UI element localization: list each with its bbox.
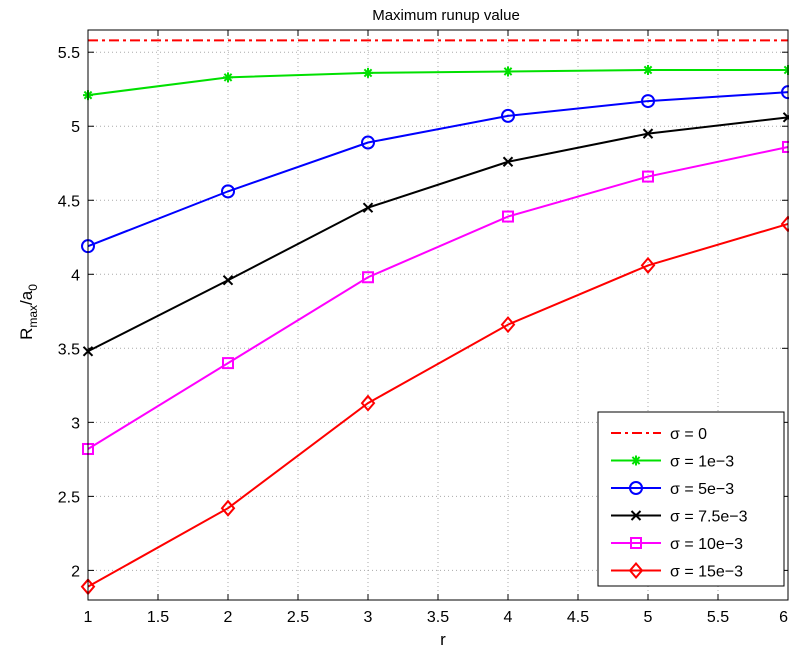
data-point-star (503, 66, 513, 77)
data-point-star (631, 455, 641, 466)
y-tick-label: 2 (71, 563, 80, 580)
data-point-diamond (360, 394, 376, 412)
y-tick-label: 5 (71, 119, 80, 136)
y-label-main: R (17, 328, 36, 340)
data-point-diamond (500, 316, 516, 334)
legend-label: σ = 7.5e−3 (670, 509, 748, 526)
data-point-square (642, 170, 654, 183)
legend-box (597, 411, 785, 587)
y-label-sub-max: max (26, 305, 40, 328)
data-point-x (630, 510, 642, 521)
series-line (87, 145, 789, 450)
y-tick-label: 5.5 (58, 45, 80, 62)
data-point-star (223, 72, 233, 83)
data-point-x (362, 202, 374, 213)
legend-label: σ = 10e−3 (670, 536, 743, 553)
x-tick-label: 2 (224, 609, 233, 626)
x-tick-label: 6 (779, 609, 788, 626)
y-axis-label: Rmax/a0 (17, 284, 40, 340)
data-point-circle (629, 481, 643, 495)
data-point-x (642, 128, 654, 139)
legend-label: σ = 1e−3 (670, 454, 734, 471)
data-point-square (630, 537, 642, 549)
axis-ticks: 1 1.5 2 2.5 3 3.5 4 4.5 5 5.5 6 2 2.5 3 3.5 4 4.5 5 5.5 (58, 30, 789, 626)
legend-entry: σ = 0 (611, 426, 707, 443)
x-tick-label: 4 (504, 609, 513, 626)
series-line (87, 116, 789, 353)
x-tick-label: 5.5 (707, 609, 729, 626)
legend-entry: σ = 1e−3 (611, 454, 734, 471)
legend-entry: σ = 15e−3 (611, 561, 743, 581)
data-point-diamond (220, 499, 236, 517)
y-tick-label: 3 (71, 415, 80, 432)
legend-label: σ = 5e−3 (670, 481, 734, 498)
plot-lines (80, 39, 789, 596)
y-tick-label: 2.5 (58, 489, 80, 506)
x-tick-label: 3.5 (427, 609, 449, 626)
x-tick-label: 1.5 (147, 609, 169, 626)
y-tick-label: 3.5 (58, 341, 80, 358)
x-tick-label: 4.5 (567, 609, 589, 626)
data-point-square (222, 357, 234, 370)
x-tick-label: 5 (644, 609, 653, 626)
data-point-x (222, 275, 234, 286)
series-line (87, 91, 789, 248)
data-point-star (363, 67, 373, 78)
x-tick-label: 1 (84, 609, 93, 626)
series-group (82, 112, 789, 357)
legend: σ = 0 σ = 1e−3 σ = 5e−3 σ = 7.5e−3 σ = 10e−3… (597, 411, 785, 587)
x-axis-label: r (440, 630, 446, 649)
series-group (82, 140, 789, 455)
data-point-circle (361, 135, 375, 150)
legend-entry: σ = 5e−3 (611, 481, 734, 498)
series-group (83, 64, 789, 101)
data-point-diamond (640, 256, 656, 274)
data-point-star (643, 64, 653, 75)
y-tick-label: 4 (71, 267, 80, 284)
legend-entry: σ = 10e−3 (611, 536, 743, 553)
series-line (87, 222, 789, 588)
series-group (80, 215, 789, 596)
data-point-circle (501, 108, 515, 123)
chart-title: Maximum runup value (372, 7, 520, 24)
legend-label: σ = 0 (670, 426, 707, 443)
y-label-mid: /a (17, 290, 36, 305)
data-point-diamond (628, 561, 644, 580)
y-tick-label: 4.5 (58, 193, 80, 210)
data-point-square (502, 210, 514, 223)
legend-entry: σ = 7.5e−3 (611, 509, 748, 526)
data-point-square (362, 271, 374, 284)
series-line (87, 68, 788, 97)
data-point-circle (221, 184, 235, 199)
data-point-x (502, 156, 514, 167)
x-tick-label: 2.5 (287, 609, 309, 626)
x-tick-label: 3 (364, 609, 373, 626)
y-label-sub-zero: 0 (26, 284, 40, 291)
legend-label: σ = 15e−3 (670, 564, 743, 581)
data-point-circle (641, 94, 655, 109)
